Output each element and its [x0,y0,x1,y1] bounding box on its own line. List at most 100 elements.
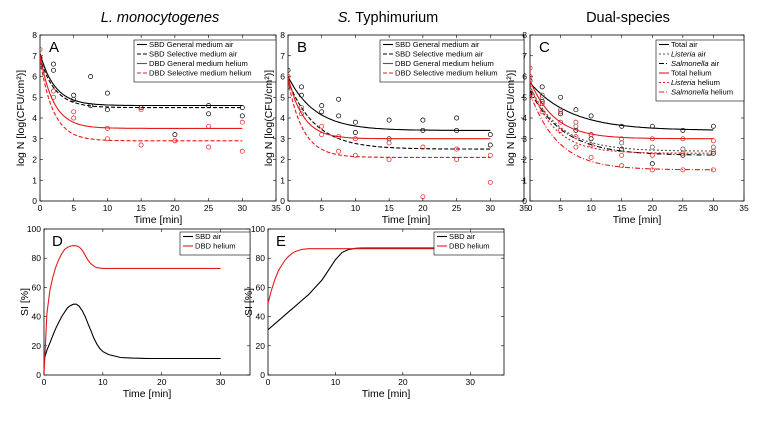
series-line-dbd-selective-medium-helium [288,80,491,158]
data-point-dbd-general-medium-helium [454,146,460,152]
data-point-sbd-general-medium-air [104,90,110,96]
y-tick-label: 80 [256,253,266,263]
data-point-sbd-selective-medium-air [104,107,110,113]
x-tick-label: 20 [398,377,408,387]
data-point-sbd-general-medium-air [336,96,342,102]
data-point-sbd-general-medium-air [71,92,77,98]
data-point-total-helium [530,65,533,71]
data-point-sbd-selective-medium-air [51,67,56,73]
x-tick-label: 35 [739,203,749,213]
data-point-dbd-general-medium-helium [487,152,493,158]
x-axis-label: Time [min] [134,214,183,226]
x-tick-label: 15 [136,203,146,213]
data-point-sbd-selective-medium-air [454,127,460,133]
legend-box [655,39,745,102]
legend-box [179,231,251,256]
data-point-sbd-general-medium-air [88,74,94,79]
data-point-total-air [539,84,545,90]
plot-area [288,67,493,200]
y-tick-label: 6 [522,72,527,82]
data-point-listeria-helium [710,148,716,154]
legend-label-sbd-air: SBD air [195,232,222,241]
panel-d: 0 10 20 30 0 20 40 60 80 100 Time [min] SI [%] D SBD … [19,224,251,400]
y-tick-label: 40 [32,312,42,322]
data-point-dbd-selective-medium-helium [40,55,43,61]
plot-area [530,65,716,173]
y-tick-label: 4 [522,113,527,123]
series-line-listeria-air [530,86,714,152]
data-point-salmonella-helium [680,167,686,173]
legend-label-listeria-helium: Listeria helium [671,78,720,87]
data-point-total-helium [619,136,625,142]
y-tick-label: 5 [32,92,37,102]
data-point-listeria-helium [588,142,594,148]
legend-label-total-air: Total air [671,40,698,49]
data-point-salmonella-helium [710,167,716,173]
legend-label-dbd-helium: DBD helium [195,242,236,251]
data-point-sbd-general-medium-air [51,61,56,67]
data-point-sbd-general-medium-air [299,84,304,90]
data-point-sbd-selective-medium-air [319,109,325,115]
y-tick-label: 7 [32,51,37,61]
data-point-sbd-selective-medium-air [88,103,94,109]
x-tick-label: 5 [319,203,324,213]
y-tick-label: 0 [522,196,527,206]
x-tick-label: 5 [558,203,563,213]
x-tick-label: 35 [519,203,529,213]
x-tick-label: 15 [384,203,394,213]
series-line-sbd-air [44,303,221,361]
legend-label-dbd-helium: DBD helium [449,242,490,251]
data-point-salmonella-helium [649,167,655,173]
x-tick-label: 10 [351,203,361,213]
data-point-dbd-selective-medium-helium [172,138,178,144]
data-point-dbd-selective-medium-helium [336,148,342,154]
data-point-dbd-general-medium-helium [336,134,342,140]
axes-box [43,228,251,376]
y-tick-label: 1 [280,175,285,185]
column-title-dual-species: Dual-species [586,10,670,26]
y-tick-label: 0 [32,196,37,206]
x-tick-label: 0 [286,203,291,213]
y-tick-label: 0 [260,370,265,380]
legend-box [133,39,277,83]
legend-label-sbd-general-medium-air: SBD General medium air [395,40,480,49]
y-tick-label: 7 [522,51,527,61]
y-axis-label: SI [%] [19,288,31,316]
data-point-dbd-general-medium-helium [299,105,304,111]
y-tick-label: 60 [32,282,42,292]
data-point-dbd-selective-medium-helium [71,115,77,121]
panel-label: B [297,39,307,56]
data-point-sbd-selective-medium-air [420,127,426,133]
data-point-dbd-general-medium-helium [40,47,43,52]
series-line-salmonella-helium [530,92,714,171]
y-tick-label: 20 [256,341,266,351]
data-point-dbd-selective-medium-helium [386,157,392,162]
y-tick-label: 8 [32,30,37,40]
x-tick-label: 30 [216,377,226,387]
data-point-total-air [710,123,716,129]
data-point-dbd-general-medium-helium [352,136,358,142]
y-tick-label: 2 [280,155,285,165]
data-point-listeria-helium [649,152,655,158]
data-point-sbd-selective-medium-air [288,84,291,90]
data-point-total-helium [539,92,545,98]
data-point-salmonella-helium [573,144,579,150]
y-tick-label: 1 [522,175,527,185]
y-tick-label: 40 [256,312,266,322]
panel-label: D [52,233,63,250]
data-point-total-helium [710,138,716,144]
data-point-dbd-selective-medium-helium [239,148,245,154]
data-point-sbd-selective-medium-air [336,113,342,119]
data-point-sbd-selective-medium-air [138,105,144,111]
legend-label-dbd-selective-medium-helium: DBD Selective medium helium [149,69,252,78]
legend-label-sbd-selective-medium-air: SBD Selective medium air [395,50,484,59]
series-line-dbd-helium [44,245,221,375]
data-point-sbd-selective-medium-air [172,132,178,138]
x-tick-label: 35 [271,203,281,213]
data-point-dbd-selective-medium-helium [454,157,460,162]
data-point-total-air [558,94,564,100]
